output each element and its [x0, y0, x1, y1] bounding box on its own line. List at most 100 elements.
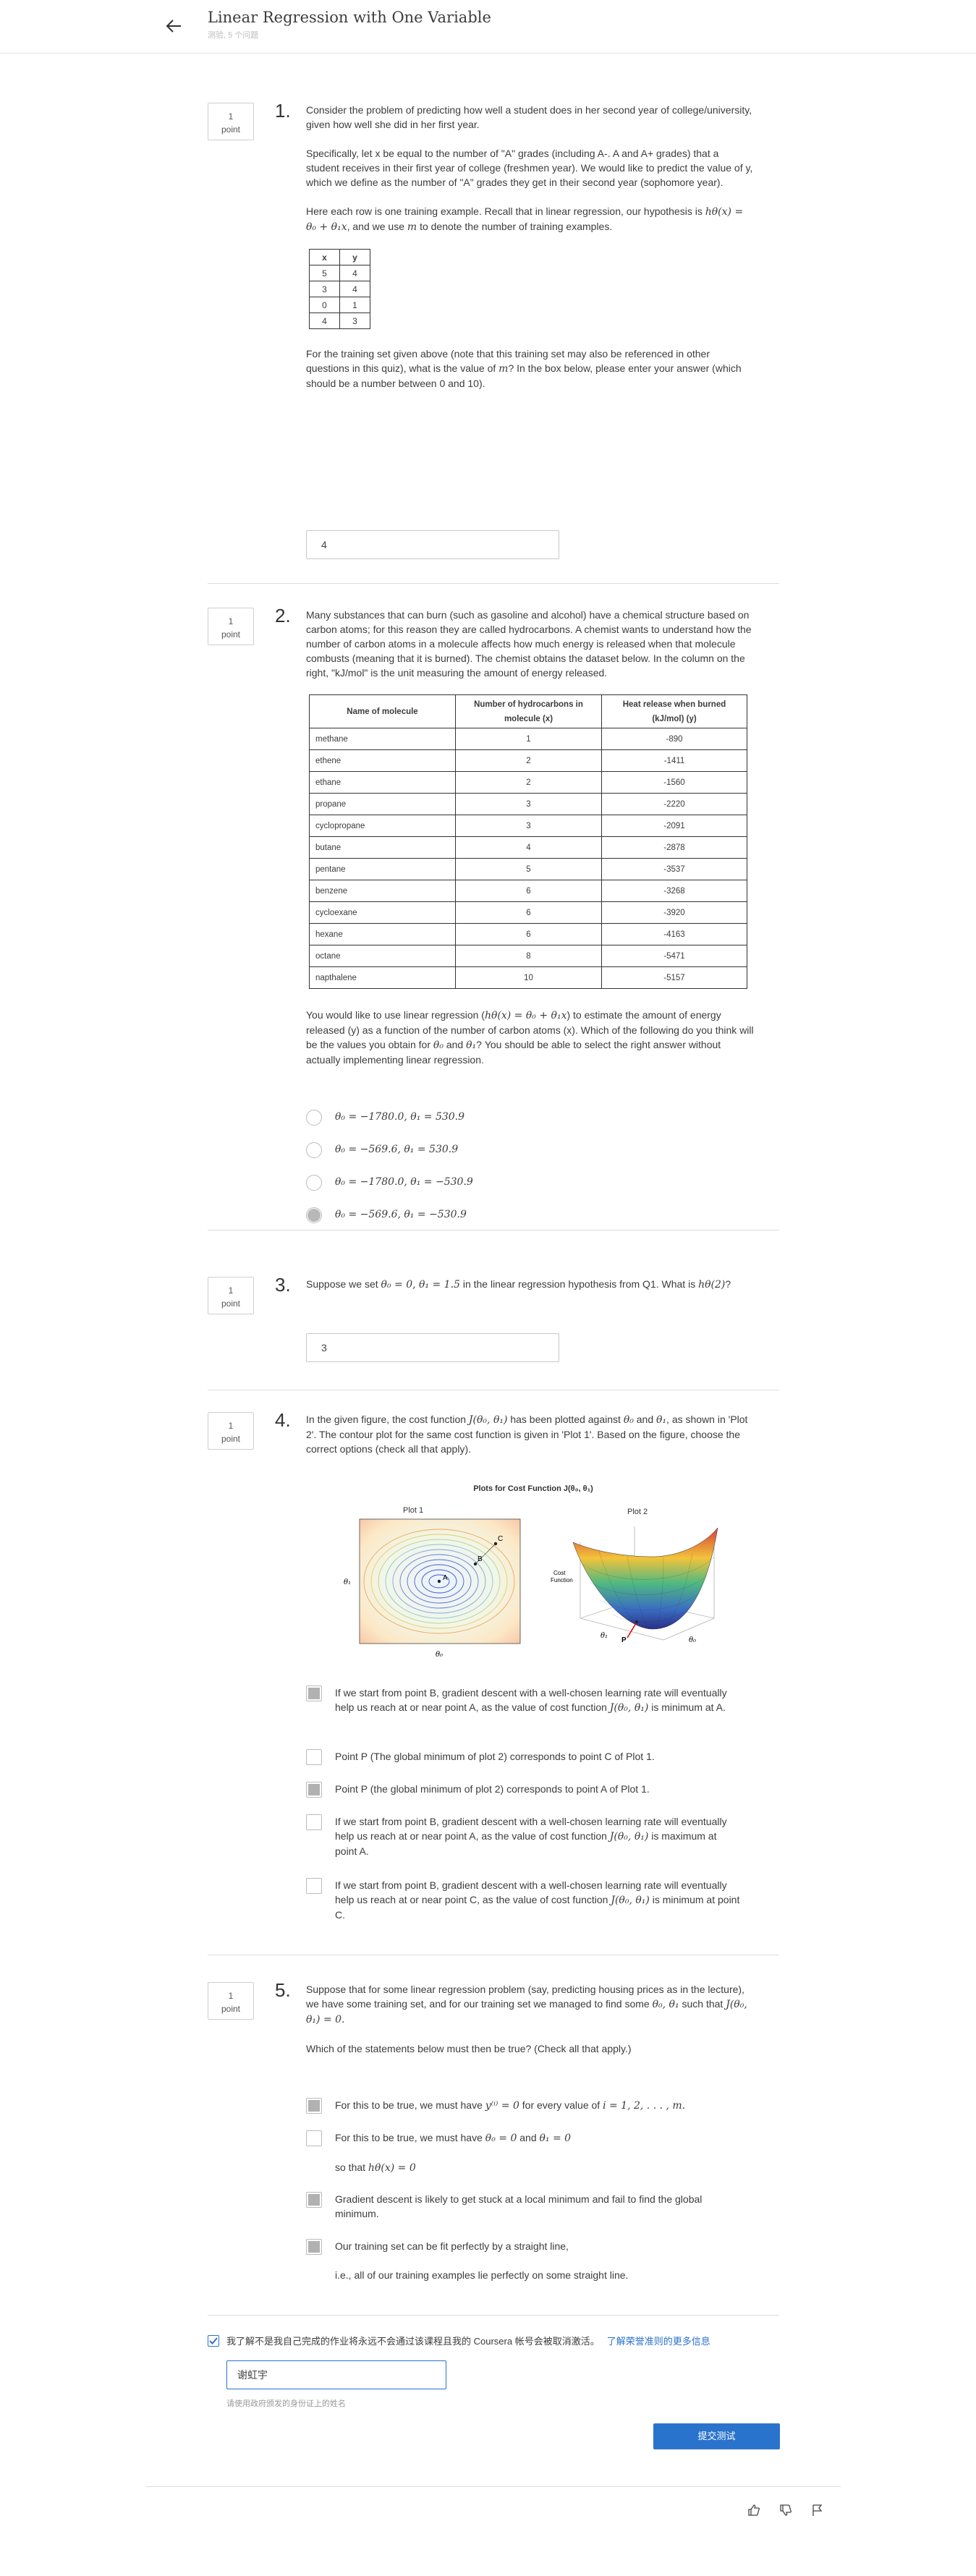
radio-button-selected[interactable] — [306, 1207, 322, 1223]
submit-quiz-button[interactable]: 提交测试 — [653, 2423, 780, 2449]
question-text: You would like to use linear regression … — [306, 1009, 754, 1066]
table-row: methane 1 -890 — [309, 728, 747, 750]
page-header: Linear Regression with One Variable 测验, … — [0, 0, 976, 54]
table-row: ethane 2 -1560 — [309, 771, 747, 794]
answer-input[interactable]: 4 — [306, 530, 559, 559]
footer-divider — [146, 2486, 841, 2487]
honor-code-link[interactable]: 了解荣誉准则的更多信息 — [606, 2336, 710, 2347]
plot2-title: Plot 2 — [627, 1508, 648, 1516]
question-text: Specifically, let x be equal to the numb… — [306, 148, 753, 188]
point-p-label: P — [621, 1636, 627, 1644]
radio-option[interactable]: θ₀ = −1780.0, θ₁ = −530.9 — [306, 1175, 740, 1191]
checkbox[interactable] — [306, 1814, 322, 1830]
question-text: Suppose we set θ₀ = 0, θ₁ = 1.5 in the l… — [306, 1278, 731, 1291]
table-row: benzene 6 -3268 — [309, 880, 747, 902]
table-row: napthalene 10 -5157 — [309, 966, 747, 989]
table-row: butane 4 -2878 — [309, 836, 747, 859]
checkbox-checked[interactable] — [306, 2192, 322, 2208]
table-row: ethene 2 -1411 — [309, 749, 747, 772]
hydrocarbon-table: Name of molecule Number of hydrocarbons i… — [309, 694, 747, 989]
question-text: Here each row is one training example. R… — [306, 205, 744, 233]
checkbox-checked[interactable] — [306, 1686, 322, 1701]
radio-button[interactable] — [306, 1110, 322, 1126]
back-arrow-icon[interactable] — [161, 13, 187, 39]
point-a-label: A — [443, 1574, 448, 1582]
table-row: cycloexane 6 -3920 — [309, 901, 747, 924]
page-title: Linear Regression with One Variable — [208, 9, 491, 26]
question-text: In the given figure, the cost function J… — [306, 1414, 748, 1455]
question-body: Many substances that can burn (such as g… — [306, 608, 755, 1081]
question-number: 3. — [275, 1274, 291, 1296]
point-b-label: B — [478, 1555, 483, 1563]
answer-input[interactable]: 3 — [306, 1333, 559, 1362]
checkbox-option[interactable]: Our training set can be fit perfectly by… — [306, 2239, 740, 2282]
points-box: 1 point — [208, 1412, 254, 1450]
radio-option[interactable]: θ₀ = −1780.0, θ₁ = 530.9 — [306, 1110, 740, 1126]
plot1-ylabel: θ₁ — [344, 1578, 351, 1586]
checkbox-checked[interactable] — [306, 2239, 322, 2255]
divider — [208, 2315, 779, 2316]
checkbox-option[interactable]: For this to be true, we must have y⁽ⁱ⁾ =… — [306, 2098, 740, 2114]
table-row: cyclopropane 3 -2091 — [309, 815, 747, 837]
radio-option[interactable]: θ₀ = −569.6, θ₁ = 530.9 — [306, 1142, 740, 1158]
question-body: Suppose that for some linear regression … — [306, 1982, 755, 2070]
table-row: pentane 5 -3537 — [309, 858, 747, 880]
plot2-xlabel: θ₀ — [689, 1636, 696, 1644]
question-number: 5. — [275, 1979, 291, 2001]
signature-hint: 请使用政府颁发的身份证上的姓名 — [226, 2399, 346, 2408]
checkbox-option[interactable]: If we start from point B, gradient desce… — [306, 1814, 740, 1858]
radio-option[interactable]: θ₀ = −569.6, θ₁ = −530.9 — [306, 1207, 740, 1223]
question-text: Consider the problem of predicting how w… — [306, 104, 752, 130]
question-text: Many substances that can burn (such as g… — [306, 609, 752, 679]
signature-input[interactable]: 谢虹宇 — [226, 2360, 446, 2389]
plot2-ylabel: θ₁ — [601, 1632, 608, 1640]
page-subtitle: 测验, 5 个问题 — [208, 31, 259, 40]
honor-checkbox[interactable] — [208, 2334, 219, 2347]
honor-code-row: 我了解不是我自己完成的作业将永远不会通过该课程且我的 Coursera 帐号会被… — [208, 2334, 710, 2347]
checkbox-checked[interactable] — [306, 1782, 322, 1798]
figure-title: Plots for Cost Function J(θ₀, θ₁) — [473, 1484, 593, 1493]
checkbox[interactable] — [306, 1749, 322, 1765]
thumbs-down-icon[interactable] — [777, 2501, 794, 2519]
radio-button[interactable] — [306, 1175, 322, 1191]
question-body: Suppose we set θ₀ = 0, θ₁ = 1.5 in the l… — [306, 1277, 755, 1306]
plot1-title: Plot 1 — [403, 1506, 424, 1515]
checkbox-option[interactable]: Gradient descent is likely to get stuck … — [306, 2192, 740, 2221]
points-box: 1 point — [208, 1277, 254, 1314]
feedback-icons — [745, 2501, 826, 2519]
question-number: 1. — [275, 100, 291, 122]
table-row: octane 8 -5471 — [309, 945, 747, 967]
checkbox-option[interactable]: If we start from point B, gradient desce… — [306, 1686, 740, 1715]
plot2-zlabel-1: Cost — [553, 1570, 566, 1576]
divider — [208, 583, 779, 584]
flag-icon[interactable] — [809, 2501, 826, 2519]
thumbs-up-icon[interactable] — [745, 2501, 763, 2519]
question-number: 4. — [275, 1409, 291, 1431]
table-row: propane 3 -2220 — [309, 793, 747, 815]
honor-text: 我了解不是我自己完成的作业将永远不会通过该课程且我的 Coursera 帐号会被… — [226, 2336, 600, 2347]
question-body: Consider the problem of predicting how w… — [306, 103, 755, 405]
question-text: Which of the statements below must then … — [306, 2043, 632, 2054]
question-text: For the training set given above (note t… — [306, 348, 742, 389]
cost-plots-svg: A B C θ₀ θ₁ — [344, 1518, 718, 1658]
points-box: 1 point — [208, 608, 254, 645]
checkbox-option[interactable]: Point P (the global minimum of plot 2) c… — [306, 1782, 740, 1798]
plot2-zlabel-2: Function — [551, 1577, 573, 1584]
checkbox-checked[interactable] — [306, 2098, 322, 2114]
checkbox-option[interactable]: If we start from point B, gradient desce… — [306, 1878, 740, 1922]
checkbox-option[interactable]: For this to be true, we must have θ₀ = 0… — [306, 2130, 740, 2175]
points-box: 1 point — [208, 103, 254, 140]
cost-function-figure: Plots for Cost Function J(θ₀, θ₁) Plot 1… — [323, 1484, 743, 1658]
question-text: Suppose that for some linear regression … — [306, 1984, 747, 2025]
point-c-label: C — [498, 1535, 503, 1543]
checkbox[interactable] — [306, 2130, 322, 2146]
radio-button[interactable] — [306, 1142, 322, 1158]
question-body: In the given figure, the cost function J… — [306, 1412, 755, 1471]
checkbox[interactable] — [306, 1878, 322, 1894]
checkbox-option[interactable]: Point P (The global minimum of plot 2) c… — [306, 1749, 740, 1765]
table-row: hexane 6 -4163 — [309, 923, 747, 945]
plot1-xlabel: θ₀ — [436, 1651, 443, 1658]
question-number: 2. — [275, 605, 291, 626]
points-box: 1 point — [208, 1982, 254, 2020]
